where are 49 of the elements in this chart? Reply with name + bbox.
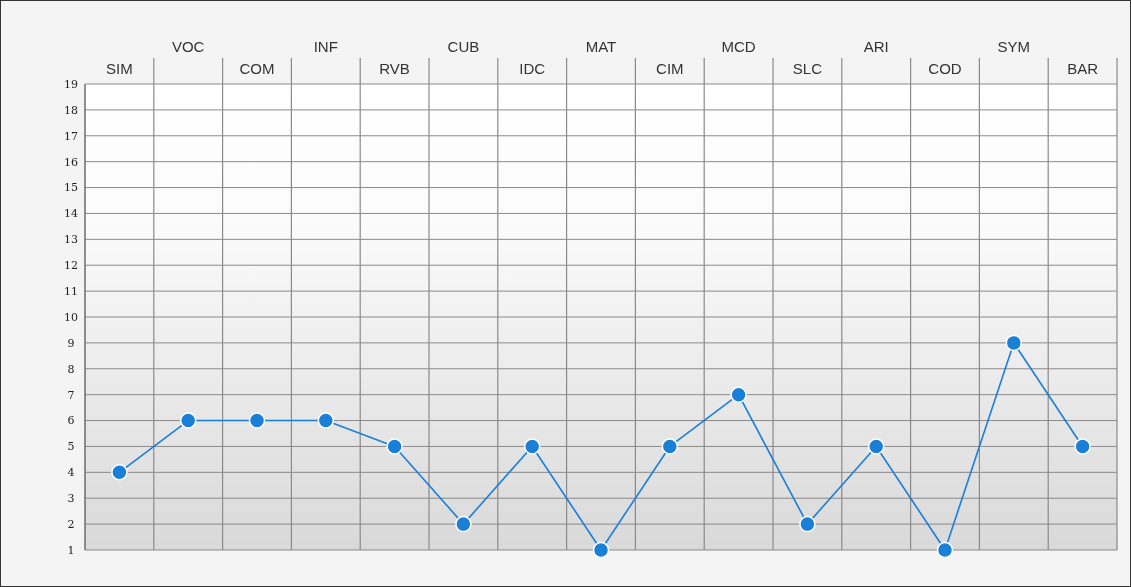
x-tick-label: RVB xyxy=(379,60,410,77)
x-tick-label: SIM xyxy=(106,60,133,77)
y-tick-label: 3 xyxy=(67,492,75,506)
x-tick-label: COD xyxy=(928,60,962,77)
y-tick-label: 8 xyxy=(67,362,75,376)
x-tick-label: IDC xyxy=(519,60,546,77)
point xyxy=(867,438,885,455)
x-tick-label: INF xyxy=(313,38,338,55)
y-tick-label: 6 xyxy=(67,414,75,428)
y-tick-label: 1 xyxy=(67,543,75,557)
point xyxy=(179,412,197,429)
x-tick-label: SLC xyxy=(792,60,823,77)
y-tick-label: 9 xyxy=(67,336,75,350)
y-tick-label: 12 xyxy=(64,259,78,273)
y-tick-label: 13 xyxy=(64,233,78,247)
y-tick-label: 7 xyxy=(67,388,75,402)
y-tick-label: 18 xyxy=(64,103,78,117)
point xyxy=(455,515,472,533)
x-tick-label: MCD xyxy=(721,38,756,55)
point xyxy=(661,438,679,455)
point xyxy=(317,412,335,429)
x-tick-label: VOC xyxy=(171,38,205,55)
point xyxy=(799,515,816,533)
y-tick-label: 4 xyxy=(67,466,75,480)
point xyxy=(1074,438,1091,455)
x-tick-label: SYM xyxy=(997,38,1031,55)
x-tick-label: ARI xyxy=(863,38,889,55)
point xyxy=(1005,334,1023,352)
x-tick-label: CUB xyxy=(447,38,480,55)
y-tick-label: 10 xyxy=(64,310,78,324)
point xyxy=(936,541,954,559)
point xyxy=(111,464,128,481)
x-tick-label: CIM xyxy=(656,60,684,77)
y-tick-label: 2 xyxy=(67,517,75,531)
x-tick-label: COM xyxy=(239,60,275,77)
y-tick-label: 5 xyxy=(67,440,75,454)
y-tick-label: 17 xyxy=(64,129,78,143)
x-tick-label: MAT xyxy=(585,38,617,55)
y-tick-label: 14 xyxy=(64,207,78,221)
point xyxy=(248,412,266,429)
point xyxy=(730,386,747,403)
x-tick-label: BAR xyxy=(1067,60,1099,77)
y-tick-label: 19 xyxy=(64,77,78,91)
y-tick-label: 11 xyxy=(64,284,78,298)
y-tick-label: 15 xyxy=(64,181,78,195)
y-tick-label: 16 xyxy=(64,155,78,169)
point xyxy=(386,438,403,455)
point xyxy=(523,438,541,455)
point xyxy=(592,541,610,559)
